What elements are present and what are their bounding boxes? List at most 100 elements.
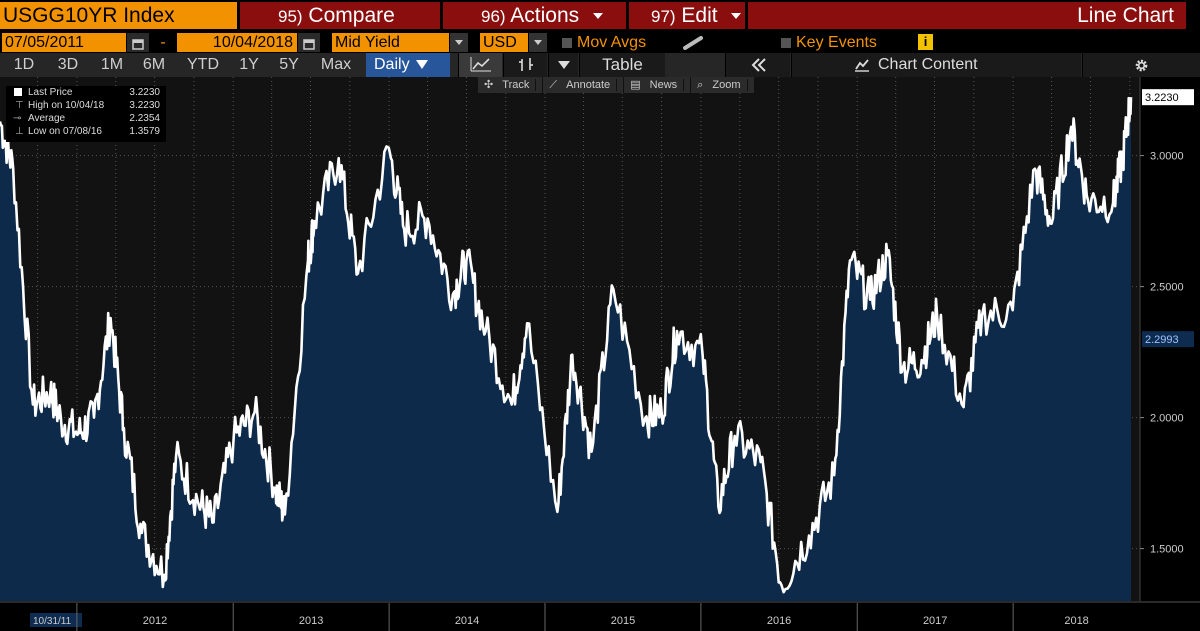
x-tick-label: 2014 — [455, 615, 479, 627]
legend-last-label: Last Price — [28, 87, 73, 98]
compare-button[interactable]: 95) Compare — [240, 2, 440, 29]
chart-content-icon — [855, 59, 869, 72]
chevron-down-icon — [534, 40, 542, 45]
settings-bar: 07/05/2011 - 10/04/2018 Mid Yield USD Mo… — [0, 31, 1200, 53]
actions-button[interactable]: 96) Actions — [443, 2, 626, 29]
chart-legend: Last Price 3.2230 ⊤ High on 10/04/18 3.2… — [6, 86, 166, 142]
mov-avgs-checkbox[interactable] — [562, 38, 572, 48]
field-dropdown-button[interactable] — [450, 33, 468, 52]
news-tool[interactable]: ▤ News — [624, 77, 692, 93]
marker-value-label: 2.2993 — [1145, 334, 1179, 346]
white-square-icon — [14, 88, 22, 96]
chart-style-dropdown[interactable] — [548, 53, 578, 77]
series-area-fill — [0, 97, 1131, 601]
annotate-label: Annotate — [560, 79, 618, 91]
marker-value-tag — [1142, 331, 1194, 348]
annotate-tool[interactable]: ⟋ Annotate — [543, 77, 625, 93]
ohlc-bar-icon — [519, 58, 533, 71]
series-line — [0, 96, 1133, 594]
currency-dropdown-button[interactable] — [529, 33, 547, 52]
zoom-tool[interactable]: ⌕ Zoom — [691, 77, 755, 93]
edit-button[interactable]: 97) Edit — [629, 2, 745, 29]
x-tick-label: 10/31/11 — [33, 616, 72, 627]
range-ytd[interactable]: YTD — [187, 56, 219, 73]
field-select[interactable]: Mid Yield — [332, 33, 449, 52]
info-icon[interactable]: i — [918, 34, 933, 50]
x-tick-label: 2018 — [1064, 615, 1088, 627]
key-events-label: Key Events — [796, 34, 877, 51]
table-label: Table — [602, 55, 643, 74]
range-1d[interactable]: 1D — [13, 56, 35, 73]
average-marker-icon: ⊸ — [13, 113, 22, 124]
chart-type-title[interactable]: Line Chart — [748, 2, 1186, 29]
yield-chart[interactable]: 3.0000 2.5000 2.0000 1.5000 3.2230 2.2993 10/3… — [0, 77, 1200, 631]
legend-low-value: 1.3579 — [129, 126, 160, 137]
currency-select[interactable]: USD — [480, 33, 528, 52]
legend-high-label: High on 10/04/18 — [28, 100, 105, 111]
chevron-down-icon — [592, 13, 603, 20]
legend-avg-label: Average — [28, 113, 66, 124]
table-button[interactable]: Table — [579, 53, 665, 77]
legend-last-price: Last Price 3.2230 — [6, 86, 166, 99]
double-chevron-left-icon — [751, 58, 766, 72]
line-chart-style-button[interactable] — [458, 53, 502, 77]
chart-content-button[interactable]: Chart Content — [791, 53, 1081, 77]
gear-icon — [1135, 59, 1148, 72]
legend-low: ⊥ Low on 07/08/16 1.3579 — [6, 125, 166, 138]
actions-label: Actions — [510, 4, 580, 27]
track-tool[interactable]: ✣ Track — [478, 77, 544, 93]
calendar-icon[interactable] — [298, 33, 320, 52]
legend-last-value: 3.2230 — [129, 87, 160, 98]
zoom-label: Zoom — [706, 79, 748, 91]
range-1m[interactable]: 1M — [100, 56, 124, 73]
legend-average: ⊸ Average 2.2354 — [6, 112, 166, 125]
low-marker-icon: ⊥ — [15, 126, 24, 137]
collapse-panel-button[interactable] — [725, 53, 790, 77]
y-tick-label: 1.5000 — [1150, 544, 1184, 556]
x-tick-label: 2016 — [767, 615, 791, 627]
command-bar: USGG10YR Index 95) Compare 96) Actions 9… — [0, 0, 1200, 31]
calendar-icon[interactable] — [127, 33, 149, 52]
end-date-input[interactable]: 10/04/2018 — [177, 33, 297, 52]
actions-number: 96) — [481, 7, 506, 26]
x-axis-strip — [0, 601, 1200, 631]
key-events-checkbox[interactable] — [781, 38, 791, 48]
edit-number: 97) — [651, 7, 676, 26]
ticker-field[interactable]: USGG10YR Index — [0, 2, 237, 29]
edit-label: Edit — [681, 4, 718, 27]
chart-content-label: Chart Content — [878, 56, 978, 73]
settings-button[interactable] — [1082, 53, 1200, 77]
track-label: Track — [496, 79, 537, 91]
legend-avg-value: 2.2354 — [129, 113, 160, 124]
legend-high-value: 3.2230 — [129, 100, 160, 111]
legend-high: ⊤ High on 10/04/18 3.2230 — [6, 99, 166, 112]
y-tick-label: 2.5000 — [1150, 282, 1184, 294]
x-tick-label: 2017 — [923, 615, 947, 627]
line-chart-icon — [470, 57, 491, 72]
pencil-icon[interactable] — [682, 35, 704, 51]
x-tick-label: 2015 — [611, 615, 635, 627]
chevron-down-icon — [455, 40, 463, 45]
chevron-down-icon — [415, 60, 428, 70]
range-6m[interactable]: 6M — [142, 56, 166, 73]
last-value-tag — [1142, 89, 1194, 106]
x-tick-label: 2013 — [299, 615, 323, 627]
last-value-label: 3.2230 — [1145, 92, 1179, 104]
compare-label: Compare — [308, 4, 395, 27]
bar-chart-style-button[interactable] — [503, 53, 547, 77]
start-date-input[interactable]: 07/05/2011 — [2, 33, 126, 52]
periodicity-select[interactable]: Daily — [366, 53, 450, 77]
date-separator: - — [150, 33, 176, 52]
range-1y[interactable]: 1Y — [239, 56, 259, 73]
range-toolbar: 1D 3D 1M 6M YTD 1Y 5Y Max Daily Table Ch… — [0, 53, 1200, 77]
chart-subtoolbar: ✣ Track ⟋ Annotate ▤ News ⌕ Zoom — [478, 77, 755, 93]
range-max[interactable]: Max — [320, 56, 352, 73]
range-3d[interactable]: 3D — [57, 56, 79, 73]
x-tick-label: 2012 — [143, 615, 167, 627]
chevron-down-icon — [731, 13, 742, 20]
range-5y[interactable]: 5Y — [279, 56, 299, 73]
mov-avgs-label: Mov Avgs — [577, 34, 647, 51]
periodicity-label: Daily — [374, 56, 410, 73]
chevron-down-icon — [558, 61, 570, 69]
news-label: News — [643, 79, 685, 91]
